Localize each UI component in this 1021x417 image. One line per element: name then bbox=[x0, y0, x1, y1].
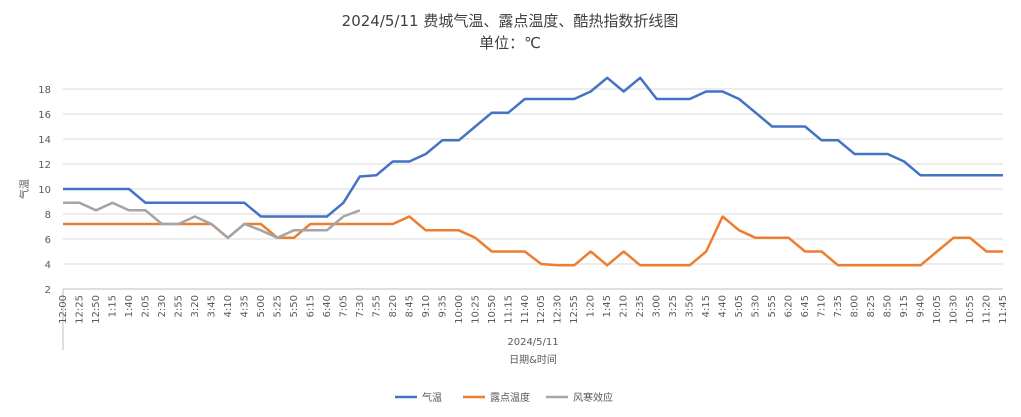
x-tick-label: 10:00 bbox=[454, 295, 465, 324]
x-tick-label: 3:50 bbox=[685, 295, 696, 317]
x-tick-label: 3:20 bbox=[190, 295, 201, 317]
x-tick-label: 5:50 bbox=[289, 295, 300, 317]
x-tick-label: 2:35 bbox=[635, 295, 646, 317]
x-tick-label: 1:20 bbox=[586, 295, 597, 317]
x-tick-label: 5:25 bbox=[272, 295, 283, 317]
x-tick-label: 2:30 bbox=[157, 295, 168, 317]
x-tick-label: 11:45 bbox=[998, 295, 1009, 324]
x-tick-label: 8:25 bbox=[866, 295, 877, 317]
x-tick-label: 7:10 bbox=[817, 295, 828, 317]
x-tick-label: 8:00 bbox=[850, 295, 861, 317]
legend-label: 气温 bbox=[422, 391, 442, 404]
series-line bbox=[63, 201, 361, 240]
chart-title: 2024/5/11 费城气温、露点温度、酷热指数折线图 bbox=[342, 12, 679, 30]
x-tick-label: 4:10 bbox=[223, 295, 234, 317]
x-tick-label: 10:55 bbox=[965, 295, 976, 324]
y-tick-label: 6 bbox=[45, 235, 51, 246]
x-tick-label: 1:40 bbox=[124, 295, 135, 317]
x-tick-label: 5:55 bbox=[767, 295, 778, 317]
x-tick-label: 7:35 bbox=[833, 295, 844, 317]
x-tick-label: 3:00 bbox=[652, 295, 663, 317]
x-tick-label: 6:45 bbox=[800, 295, 811, 317]
x-tick-label: 4:40 bbox=[718, 295, 729, 317]
x-tick-label: 1:45 bbox=[602, 295, 613, 317]
series-line bbox=[63, 215, 1003, 267]
x-tick-label: 10:25 bbox=[470, 295, 481, 324]
x-tick-label: 11:40 bbox=[520, 295, 531, 324]
x-tick-label: 4:15 bbox=[701, 295, 712, 317]
legend-label: 风寒效应 bbox=[573, 391, 613, 404]
x-tick-label: 12:05 bbox=[536, 295, 547, 324]
x-tick-label: 5:00 bbox=[256, 295, 267, 317]
y-tick-label: 14 bbox=[38, 135, 51, 146]
series-line bbox=[63, 76, 1003, 218]
y-tick-label: 12 bbox=[38, 160, 51, 171]
x-tick-label: 12:55 bbox=[569, 295, 580, 324]
x-tick-label: 7:55 bbox=[371, 295, 382, 317]
y-tick-label: 2 bbox=[45, 285, 51, 296]
x-tick-label: 12:50 bbox=[91, 295, 102, 324]
chart-subtitle: 单位：℃ bbox=[479, 34, 541, 52]
x-axis-label: 日期&时间 bbox=[509, 353, 557, 366]
x-tick-label: 2:55 bbox=[173, 295, 184, 317]
y-axis-label: 气温 bbox=[18, 179, 31, 199]
x-tick-label: 10:50 bbox=[487, 295, 498, 324]
x-tick-label: 6:20 bbox=[784, 295, 795, 317]
y-tick-label: 10 bbox=[38, 185, 51, 196]
x-tick-label: 8:45 bbox=[404, 295, 415, 317]
x-tick-label: 12:25 bbox=[74, 295, 85, 324]
y-tick-label: 8 bbox=[45, 210, 51, 221]
legend-label: 露点温度 bbox=[490, 391, 530, 404]
x-tick-label: 8:50 bbox=[883, 295, 894, 317]
x-tick-label: 3:45 bbox=[206, 295, 217, 317]
x-tick-label: 9:10 bbox=[421, 295, 432, 317]
x-tick-label: 6:15 bbox=[305, 295, 316, 317]
y-tick-label: 16 bbox=[38, 110, 51, 121]
x-tick-label: 9:15 bbox=[899, 295, 910, 317]
x-tick-label: 9:35 bbox=[437, 295, 448, 317]
x-tick-label: 9:40 bbox=[916, 295, 927, 317]
x-tick-label: 2:10 bbox=[619, 295, 630, 317]
x-tick-label: 11:15 bbox=[503, 295, 514, 324]
x-group-label: 2024/5/11 bbox=[507, 337, 558, 348]
y-tick-label: 18 bbox=[38, 85, 51, 96]
x-tick-label: 10:30 bbox=[949, 295, 960, 324]
x-tick-label: 2:05 bbox=[140, 295, 151, 317]
x-tick-label: 5:30 bbox=[751, 295, 762, 317]
x-tick-label: 1:15 bbox=[107, 295, 118, 317]
x-tick-label: 4:35 bbox=[239, 295, 250, 317]
x-tick-label: 12:30 bbox=[553, 295, 564, 324]
x-tick-label: 7:05 bbox=[338, 295, 349, 317]
x-tick-label: 5:05 bbox=[734, 295, 745, 317]
x-tick-label: 11:20 bbox=[982, 295, 993, 324]
y-tick-label: 4 bbox=[45, 260, 51, 271]
x-tick-label: 6:40 bbox=[322, 295, 333, 317]
x-tick-label: 7:30 bbox=[355, 295, 366, 317]
x-tick-label: 8:20 bbox=[388, 295, 399, 317]
x-tick-label: 12:00 bbox=[58, 295, 69, 324]
x-tick-label: 10:05 bbox=[932, 295, 943, 324]
x-tick-label: 3:25 bbox=[668, 295, 679, 317]
